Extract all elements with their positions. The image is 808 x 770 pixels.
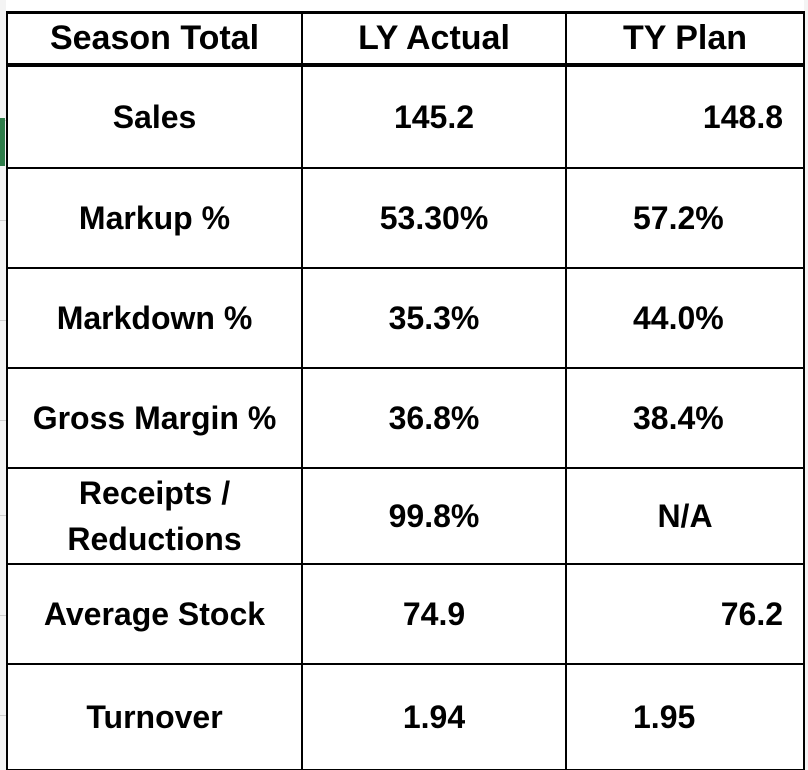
table-row-sales: Sales 145.2 148.8 bbox=[6, 64, 805, 169]
gutter-gridline bbox=[0, 515, 6, 516]
row-label[interactable]: Receipts / Reductions bbox=[6, 467, 303, 565]
row-label[interactable]: Markup % bbox=[6, 167, 303, 269]
ly-actual-cell[interactable]: 99.8% bbox=[301, 467, 567, 565]
header-season-total[interactable]: Season Total bbox=[6, 11, 303, 67]
table-row-markdown: Markdown % 35.3% 44.0% bbox=[6, 267, 805, 369]
row-label[interactable]: Markdown % bbox=[6, 267, 303, 369]
gutter-gridline bbox=[0, 320, 6, 321]
gutter-gridline bbox=[0, 220, 6, 221]
header-ly-actual[interactable]: LY Actual bbox=[301, 11, 567, 67]
ly-actual-cell[interactable]: 53.30% bbox=[301, 167, 567, 269]
table-row-average-stock: Average Stock 74.9 76.2 bbox=[6, 563, 805, 665]
gutter-gridline bbox=[0, 420, 6, 421]
ty-plan-cell[interactable]: N/A bbox=[565, 467, 805, 565]
row-label-line2: Reductions bbox=[67, 521, 242, 557]
row-label[interactable]: Sales bbox=[6, 64, 303, 169]
ly-actual-cell[interactable]: 74.9 bbox=[301, 563, 567, 665]
row-label[interactable]: Turnover bbox=[6, 663, 303, 770]
header-ty-plan[interactable]: TY Plan bbox=[565, 11, 805, 67]
ly-actual-cell[interactable]: 35.3% bbox=[301, 267, 567, 369]
ty-plan-cell[interactable]: 148.8 bbox=[565, 64, 805, 169]
table-row-receipts-reductions: Receipts / Reductions 99.8% N/A bbox=[6, 467, 805, 565]
ly-actual-cell[interactable]: 36.8% bbox=[301, 367, 567, 469]
season-total-table: Season Total LY Actual TY Plan Sales 145… bbox=[6, 11, 805, 770]
ty-plan-cell[interactable]: 38.4% bbox=[565, 367, 805, 469]
table-row-gross-margin: Gross Margin % 36.8% 38.4% bbox=[6, 367, 805, 469]
ty-plan-cell[interactable]: 1.95 bbox=[565, 663, 805, 770]
ty-plan-cell[interactable]: 57.2% bbox=[565, 167, 805, 269]
ty-plan-cell[interactable]: 76.2 bbox=[565, 563, 805, 665]
row-label[interactable]: Average Stock bbox=[6, 563, 303, 665]
ty-plan-cell[interactable]: 44.0% bbox=[565, 267, 805, 369]
right-gutter bbox=[804, 0, 808, 770]
header-row: Season Total LY Actual TY Plan bbox=[6, 11, 805, 67]
row-label-line1: Receipts / bbox=[78, 475, 231, 511]
gutter-gridline bbox=[0, 615, 6, 616]
selected-row-marker bbox=[0, 118, 5, 166]
table-row-markup: Markup % 53.30% 57.2% bbox=[6, 167, 805, 269]
ly-actual-cell[interactable]: 145.2 bbox=[301, 64, 567, 169]
gutter-gridline bbox=[0, 715, 6, 716]
ly-actual-cell[interactable]: 1.94 bbox=[301, 663, 567, 770]
table-row-turnover: Turnover 1.94 1.95 bbox=[6, 663, 805, 770]
row-label[interactable]: Gross Margin % bbox=[6, 367, 303, 469]
